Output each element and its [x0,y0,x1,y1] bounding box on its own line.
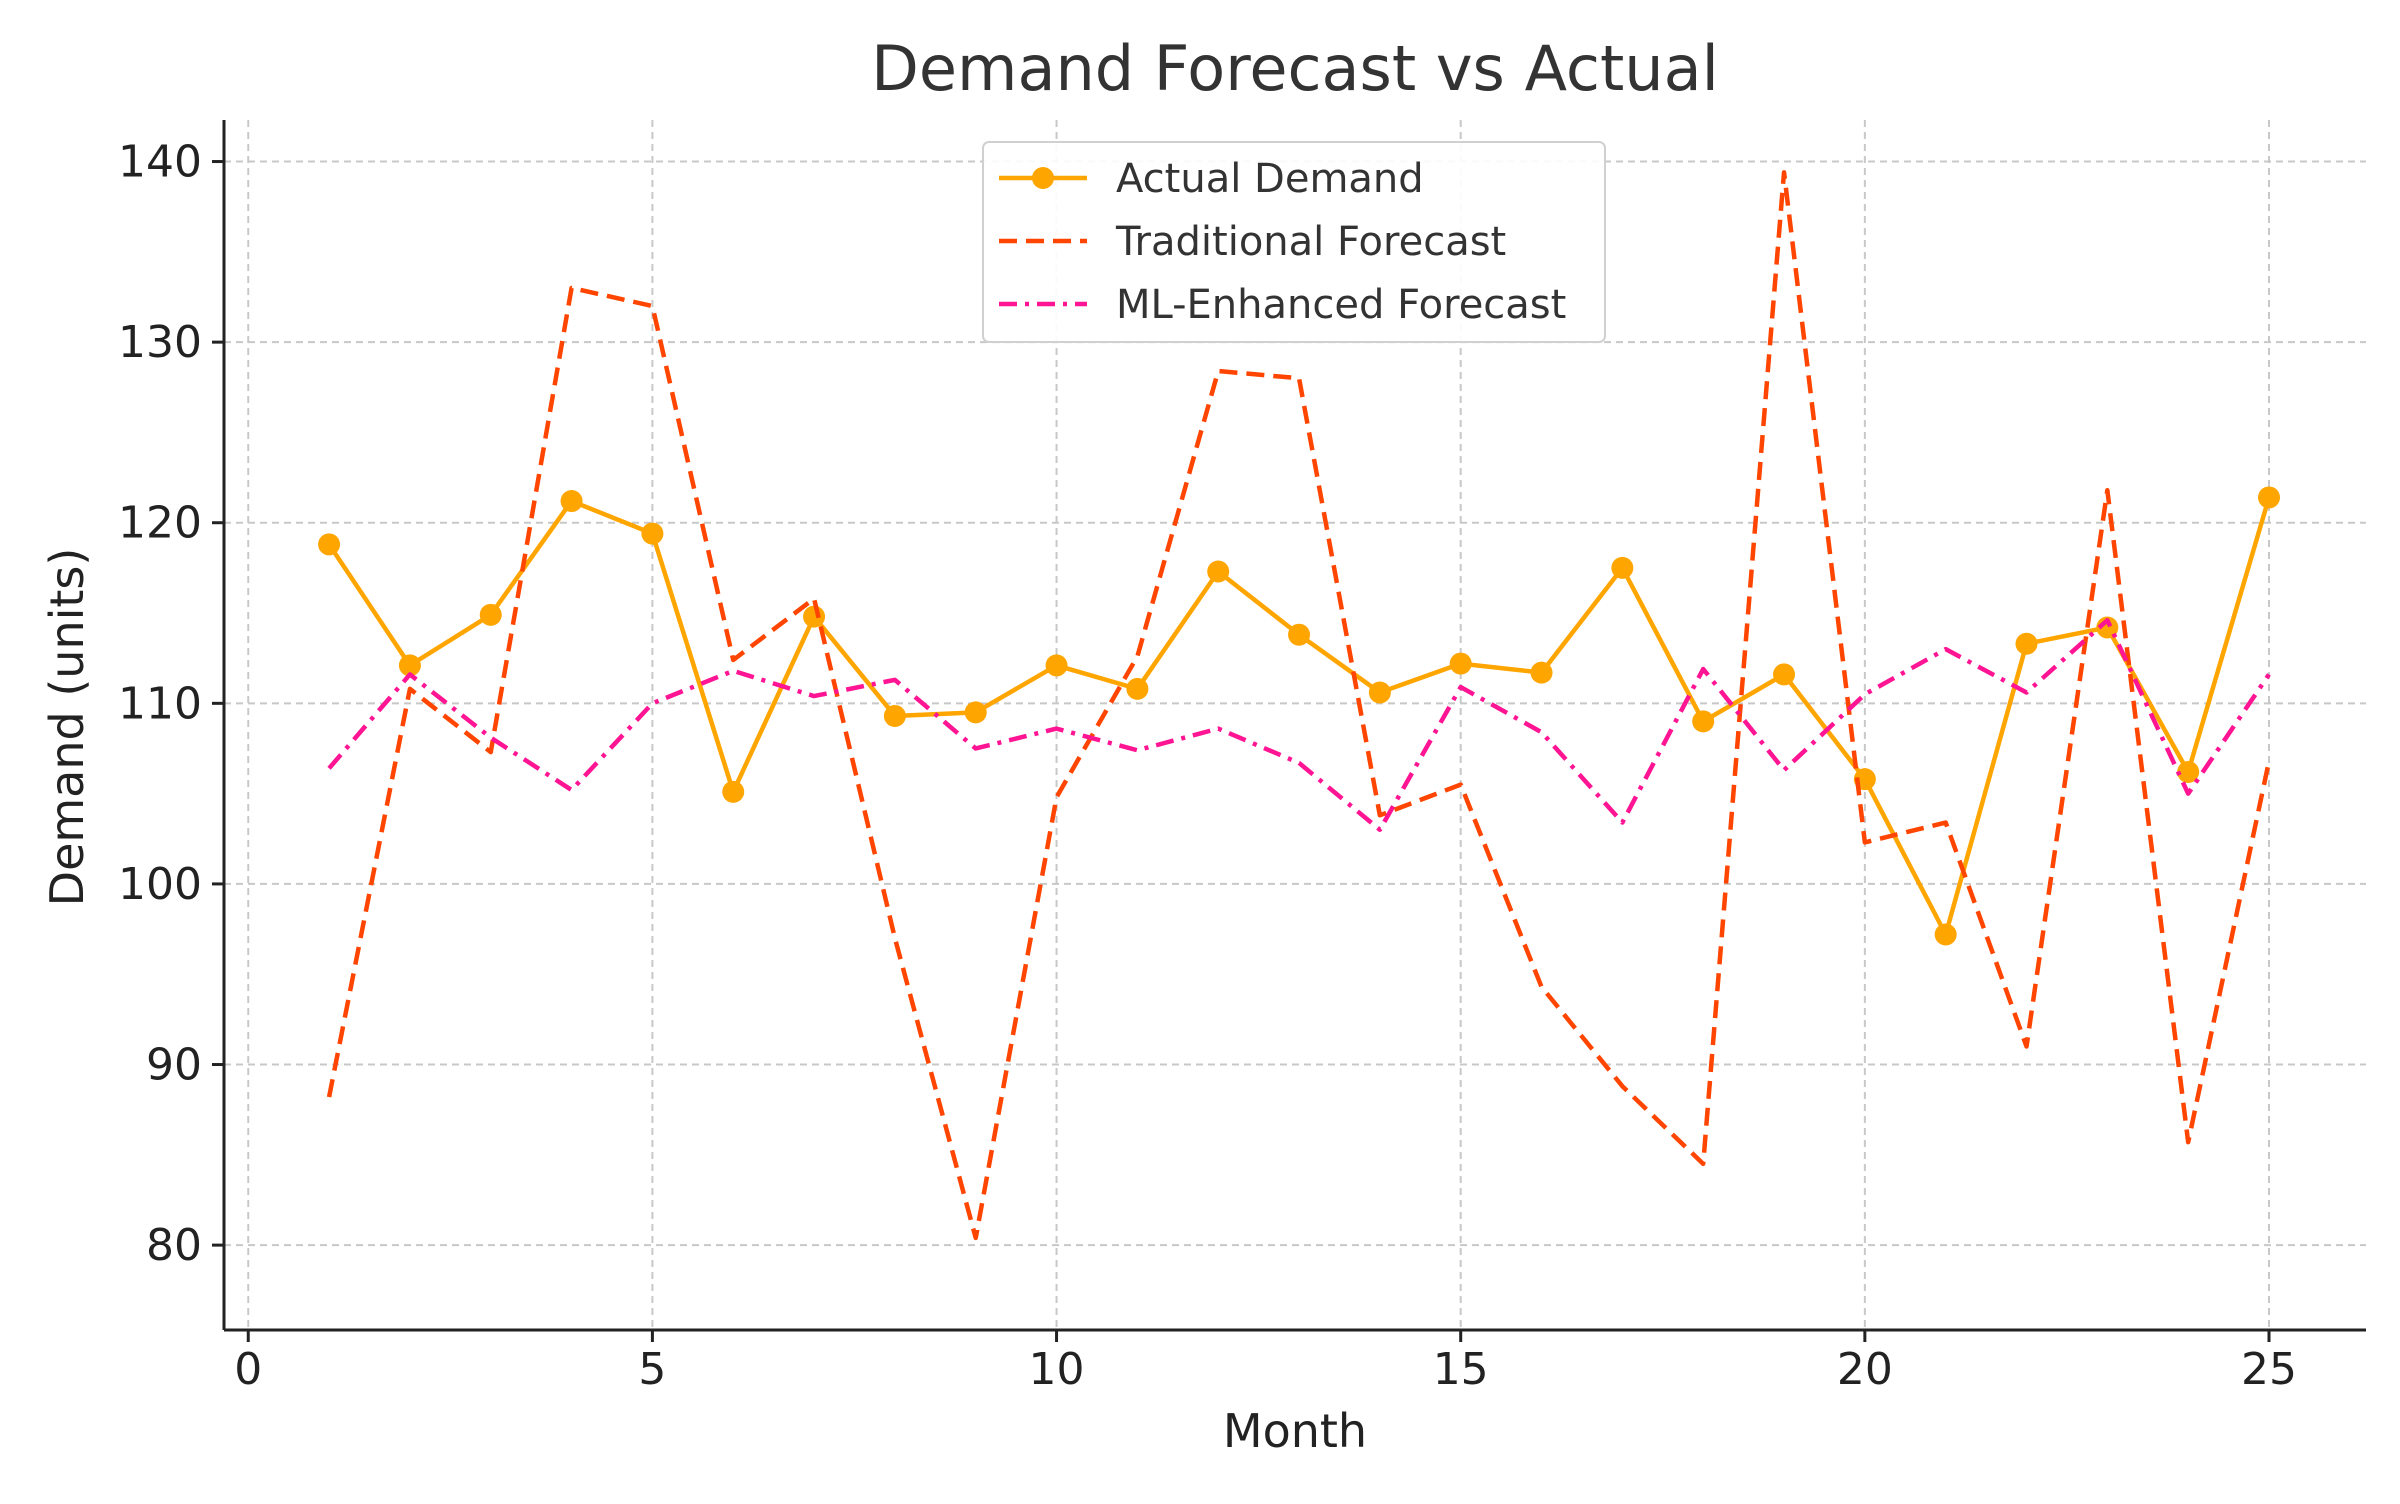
legend-label: Actual Demand [1116,156,1424,202]
series-actual-demand [318,486,2281,946]
legend-label: ML-Enhanced Forecast [1116,282,1566,328]
data-point [1368,681,1391,704]
series-line [326,170,2272,1241]
axes-layer: 0 5 10 15 20 25 80 90 100 110 120 130 140 [118,120,2366,1395]
data-point [1530,661,1553,684]
y-axis-label: Demand (units) [40,548,94,907]
data-point [641,522,664,545]
y-tick-label: 120 [118,498,202,549]
series-traditional-forecast [326,170,2272,1241]
x-tick-label: 10 [1029,1344,1085,1395]
x-tick-label: 0 [234,1344,262,1395]
data-point [1045,654,1068,677]
legend-box [982,141,1606,343]
data-point [1611,556,1634,579]
data-point [1692,710,1715,733]
legend-marker [1032,167,1054,189]
data-point [1449,652,1472,675]
series-line [327,618,2271,832]
x-tick-label: 25 [2241,1344,2297,1395]
data-point [479,603,502,626]
y-tick-label: 130 [118,317,202,368]
data-point [2096,616,2119,639]
series-line [327,496,2272,937]
y-tick-label: 110 [118,678,202,729]
series-layer [318,170,2281,1241]
x-tick-label: 5 [638,1344,666,1395]
data-point [2177,760,2200,783]
y-tick-label: 90 [146,1040,202,1091]
data-point [1773,663,1796,686]
data-point [964,701,987,724]
data-point [2258,486,2281,509]
data-point [398,654,421,677]
y-tick-label: 140 [118,137,202,188]
series-ml-enhanced-forecast [327,618,2271,832]
chart-title: Demand Forecast vs Actual [871,32,1719,105]
legend-label: Traditional Forecast [1115,219,1506,265]
y-tick-label: 100 [118,859,202,910]
data-point [560,490,583,513]
x-axis-label: Month [1223,1404,1367,1458]
data-point [883,704,906,727]
data-point [1934,923,1957,946]
data-point [1288,623,1311,646]
data-point [318,533,341,556]
data-point [1126,677,1149,700]
data-point [803,605,826,628]
legend: Actual Demand Traditional Forecast ML-Enha… [982,141,1606,343]
data-point [722,780,745,803]
y-tick-label: 80 [146,1220,202,1271]
data-point [1207,560,1230,583]
x-tick-label: 20 [1837,1344,1893,1395]
x-tick-label: 15 [1433,1344,1489,1395]
data-point [2015,632,2038,655]
